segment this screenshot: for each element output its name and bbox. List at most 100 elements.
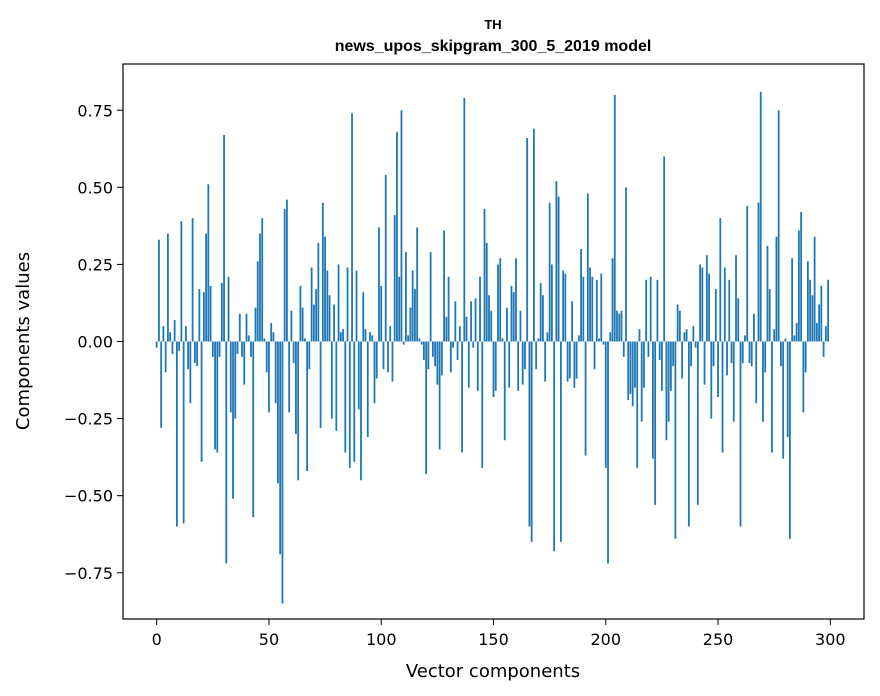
bar-131	[449, 341, 452, 373]
bar-276	[775, 236, 778, 342]
bar-201	[607, 341, 609, 564]
bar-265	[750, 341, 753, 367]
bar-39	[243, 341, 246, 385]
bar-232	[676, 304, 679, 342]
bar-211	[629, 341, 632, 394]
bar-17	[193, 341, 196, 364]
bar-167	[530, 341, 533, 542]
bar-178	[555, 181, 558, 342]
bar-61	[292, 341, 295, 364]
bar-55	[279, 341, 282, 555]
bar-65	[301, 307, 304, 342]
bar-191	[584, 341, 587, 456]
bar-228	[667, 341, 670, 422]
bar-104	[389, 326, 392, 342]
bar-54	[277, 341, 279, 484]
bar-292	[811, 295, 814, 342]
bar-87	[351, 113, 353, 342]
bar-273	[768, 289, 771, 342]
bar-77	[328, 295, 331, 342]
bar-series	[155, 91, 829, 604]
bar-135	[458, 326, 461, 342]
bar-227	[665, 341, 668, 441]
bar-59	[288, 341, 291, 413]
bar-49	[265, 341, 268, 373]
bar-86	[348, 341, 351, 468]
bar-82	[339, 332, 342, 342]
x-tick-label: 200	[590, 630, 621, 649]
bar-202	[609, 332, 612, 342]
bar-99	[378, 227, 380, 342]
x-tick-label: 0	[152, 630, 162, 649]
bar-28	[218, 341, 221, 357]
bar-121	[427, 341, 430, 370]
bar-157	[508, 341, 511, 388]
bar-94	[366, 341, 369, 438]
bar-219	[647, 341, 650, 357]
bar-50	[268, 341, 270, 413]
bar-78	[330, 341, 333, 419]
bar-110	[402, 341, 405, 345]
bar-47	[261, 218, 264, 342]
bar-281	[786, 341, 789, 438]
bar-283	[791, 258, 794, 342]
bar-296	[820, 286, 823, 342]
bar-37	[238, 313, 241, 342]
bar-264	[748, 341, 751, 364]
bar-64	[299, 286, 302, 342]
y-tick-label: −0.75	[64, 564, 113, 583]
bar-16	[191, 218, 194, 342]
bar-243	[701, 267, 704, 342]
bar-172	[542, 295, 544, 342]
bar-177	[553, 341, 556, 552]
bar-112	[407, 335, 410, 342]
bar-196	[595, 279, 598, 342]
bar-278	[780, 341, 782, 367]
bar-166	[528, 341, 531, 527]
bar-163	[521, 341, 524, 385]
bar-214	[636, 341, 639, 468]
bar-53	[274, 341, 277, 404]
bar-21	[202, 292, 205, 342]
bar-149	[490, 310, 493, 342]
bar-88	[353, 341, 356, 462]
bar-42	[250, 341, 252, 357]
bar-46	[259, 233, 261, 342]
bar-107	[396, 131, 398, 342]
bar-299	[827, 279, 829, 342]
bar-240	[694, 341, 697, 348]
bar-213	[634, 341, 636, 388]
bar-162	[519, 310, 522, 342]
bar-134	[456, 341, 459, 360]
bar-25	[211, 341, 214, 357]
bar-10	[178, 341, 181, 351]
bar-91	[360, 341, 362, 481]
bar-97	[373, 341, 376, 404]
bar-181	[562, 270, 565, 342]
bar-114	[411, 270, 414, 342]
bar-145	[481, 341, 484, 468]
bar-4	[164, 341, 167, 373]
bar-92	[362, 292, 365, 342]
plot-frame	[122, 63, 865, 620]
bar-26	[214, 341, 216, 450]
chart-subtitle: news_upos_skipgram_300_5_2019 model	[335, 38, 652, 55]
bar-90	[357, 341, 360, 410]
bar-192	[586, 193, 589, 342]
bar-249	[714, 289, 717, 342]
bar-44	[254, 307, 257, 342]
bar-68	[308, 341, 311, 370]
bar-83	[342, 329, 344, 342]
bar-93	[364, 329, 367, 342]
bar-242	[699, 264, 701, 342]
bar-224	[658, 341, 661, 360]
bar-223	[656, 279, 659, 342]
bar-256	[730, 341, 733, 364]
bar-195	[593, 341, 596, 370]
x-tick-label: 100	[366, 630, 397, 649]
bar-183	[566, 341, 569, 382]
bar-18	[196, 341, 198, 367]
bar-234	[681, 341, 684, 379]
bar-248	[712, 341, 715, 367]
bar-244	[703, 341, 706, 385]
